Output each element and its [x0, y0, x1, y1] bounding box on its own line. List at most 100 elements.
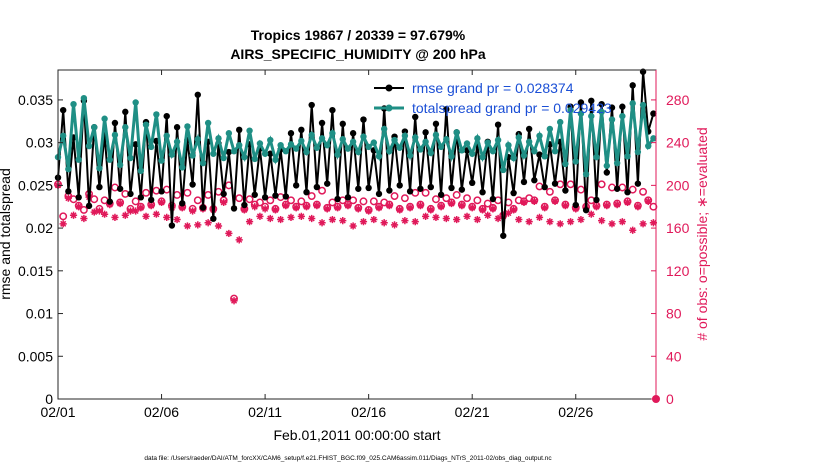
totalspread-point	[458, 147, 466, 154]
obs-evaluated-point	[344, 202, 352, 210]
obs-possible-point	[463, 194, 471, 203]
obs-evaluated-point	[634, 203, 642, 211]
obs-evaluated-point	[251, 203, 259, 211]
obs-possible-point	[452, 191, 461, 199]
rmse-point	[225, 148, 233, 156]
rmse-point	[96, 183, 103, 191]
rmse-point	[147, 196, 155, 204]
rmse-point	[168, 222, 176, 229]
totalspread-point	[282, 147, 290, 155]
totalspread-point	[608, 116, 616, 123]
obs-possible-point	[59, 212, 68, 221]
obs-possible-point	[142, 188, 150, 197]
chart-title-line2: AIRS_SPECIFIC_HUMIDITY @ 200 hPa	[230, 46, 486, 62]
rmse-point	[199, 204, 207, 211]
rmse-point	[261, 194, 269, 201]
rmse-point	[267, 150, 274, 157]
obs-evaluated-point	[116, 199, 124, 208]
totalspread-point	[246, 127, 253, 134]
obs-possible-point	[369, 197, 378, 206]
rmse-point	[525, 125, 533, 133]
rmse-point	[422, 129, 429, 136]
obs-possible-point	[349, 196, 358, 205]
obs-evaluated-point	[365, 207, 373, 215]
totalspread-point	[427, 149, 434, 157]
legend-rmse-marker	[385, 84, 393, 92]
obs-evaluated-point	[561, 202, 569, 210]
obs-possible-point	[421, 188, 430, 197]
obs-possible-point	[287, 196, 295, 205]
rmse-point	[85, 202, 93, 210]
obs-possible-point	[245, 195, 254, 204]
obs-evaluated-point	[463, 212, 471, 220]
obs-possible-point	[266, 196, 275, 205]
totalspread-point	[127, 154, 134, 162]
totalspread-point	[525, 138, 533, 145]
y-right-tick-label: 40	[666, 348, 682, 364]
totalspread-point	[380, 125, 388, 133]
rmse-point	[236, 126, 243, 134]
totalspread-point	[448, 153, 455, 160]
obs-evaluated-point	[427, 206, 435, 214]
rmse-point	[608, 104, 616, 111]
rmse-point	[432, 120, 440, 128]
totalspread-point	[474, 135, 481, 142]
obs-possible-point	[359, 197, 368, 206]
obs-evaluated-point	[375, 204, 383, 212]
rmse-point	[650, 110, 657, 117]
obs-evaluated-point	[64, 194, 72, 202]
totalspread-point	[391, 136, 398, 144]
obs-evaluated-point	[566, 218, 575, 226]
series-layer	[54, 68, 657, 239]
totalspread-point	[541, 153, 548, 160]
totalspread-point	[355, 148, 362, 156]
rmse-point	[448, 184, 455, 192]
obs-evaluated-point	[302, 203, 311, 211]
obs-evaluated-point	[59, 220, 67, 228]
obs-evaluated-point	[422, 212, 430, 220]
totalspread-point	[520, 152, 528, 159]
obs-possible-point	[235, 194, 244, 203]
obs-evaluated-point	[406, 204, 414, 212]
totalspread-point	[510, 154, 517, 162]
rmse-point	[329, 106, 336, 114]
y-axis-right-label: # of obs: o=possible; ∗=evaluated	[694, 127, 710, 340]
obs-evaluated-point	[608, 220, 616, 228]
rmse-point	[624, 189, 631, 196]
obs-evaluated-point	[592, 203, 601, 211]
rmse-point	[272, 192, 279, 199]
rmse-point	[158, 188, 165, 195]
obs-evaluated-point	[121, 211, 129, 219]
rmse-point	[396, 182, 403, 189]
y-right-tick-label: 240	[666, 135, 690, 151]
obs-evaluated-point	[520, 198, 528, 207]
rmse-point	[588, 97, 595, 104]
totalspread-point	[634, 148, 642, 156]
rmse-point	[572, 201, 579, 209]
y-left-tick-label: 0	[45, 391, 53, 407]
totalspread-point	[546, 125, 554, 133]
obs-possible-point	[597, 180, 606, 189]
totalspread-point	[308, 131, 315, 139]
obs-possible-point	[307, 192, 316, 200]
rmse-point	[510, 189, 517, 197]
obs-evaluated-point	[183, 222, 192, 230]
obs-possible-point	[545, 187, 554, 196]
totalspread-point	[85, 142, 93, 150]
rmse-point	[639, 68, 647, 75]
obs-evaluated-point	[541, 204, 549, 212]
obs-evaluated-point	[494, 214, 502, 223]
totalspread-point	[453, 129, 460, 136]
series-line-rmse	[57, 71, 655, 236]
totalspread-point	[168, 151, 176, 158]
obs-possible-point	[576, 185, 585, 194]
rmse-point	[406, 188, 414, 195]
rmse-point	[551, 180, 559, 187]
obs-evaluated-point	[401, 217, 409, 225]
totalspread-point	[406, 152, 414, 159]
obs-evaluated-point	[458, 202, 466, 210]
rmse-point	[629, 82, 636, 89]
obs-evaluated-point	[194, 221, 202, 229]
y-left-tick-label: 0.025	[18, 177, 53, 193]
